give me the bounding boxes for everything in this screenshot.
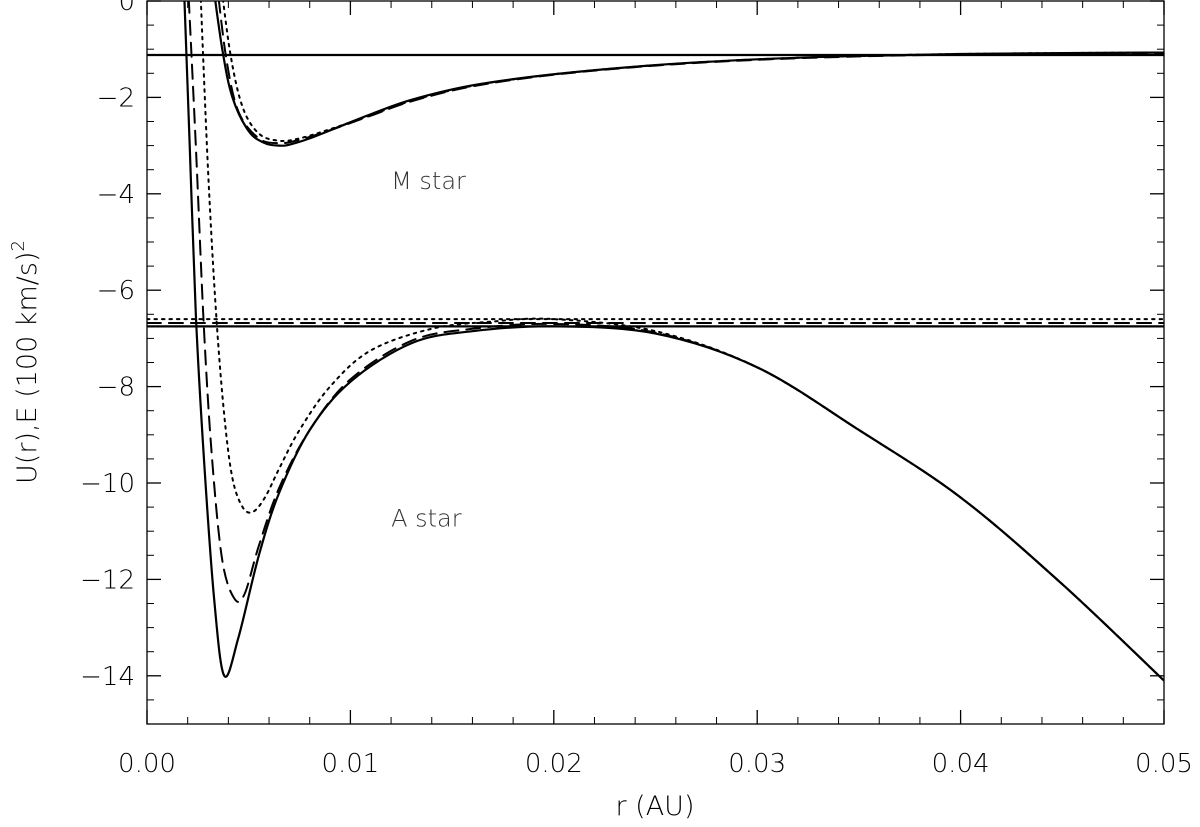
- y-tick-label: 0: [118, 0, 135, 17]
- series-line-solid: [214, 1, 1164, 147]
- x-tick-label: 0.04: [932, 749, 990, 779]
- plot-frame: [146, 0, 1165, 725]
- annotation-label: M star: [391, 167, 466, 195]
- series-line-solid: [183, 1, 1164, 682]
- y-tick-label: −2: [97, 83, 135, 113]
- annotation-label: A star: [391, 504, 462, 532]
- series-line-dashed: [217, 1, 1164, 145]
- y-tick-label: −8: [97, 373, 135, 403]
- y-tick-label: −10: [80, 469, 135, 499]
- x-tick-label: 0.05: [1135, 749, 1193, 779]
- x-axis-title: r (AU): [616, 791, 695, 822]
- y-axis-title-main: U(r),E (100 km/s): [12, 252, 43, 484]
- y-tick-label: −4: [97, 180, 135, 210]
- x-tick-label: 0.00: [118, 749, 176, 779]
- y-axis-title-superscript: 2: [8, 240, 29, 251]
- series-line-dashed: [187, 1, 1164, 682]
- x-tick-label: 0.01: [321, 749, 379, 779]
- y-axis-title: U(r),E (100 km/s)2: [8, 240, 43, 484]
- label-layer: 0.00 0.01 0.02 0.03 0.04 0.05 0 −2 −4 −6 −8 −10 −12 −…: [80, 0, 1193, 779]
- y-tick-label: −6: [97, 276, 135, 306]
- y-tick-label: −12: [80, 565, 135, 595]
- series-line-dotted: [199, 1, 1164, 682]
- tick-layer: [146, 0, 1165, 725]
- x-tick-label: 0.03: [728, 749, 786, 779]
- x-tick-label: 0.02: [525, 749, 583, 779]
- series-layer: [147, 1, 1164, 682]
- y-tick-label: −14: [80, 662, 135, 692]
